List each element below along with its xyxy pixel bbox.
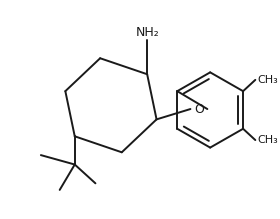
Text: CH₃: CH₃	[257, 135, 278, 145]
Text: CH₃: CH₃	[257, 75, 278, 85]
Text: O: O	[194, 102, 204, 116]
Text: NH₂: NH₂	[135, 26, 159, 39]
